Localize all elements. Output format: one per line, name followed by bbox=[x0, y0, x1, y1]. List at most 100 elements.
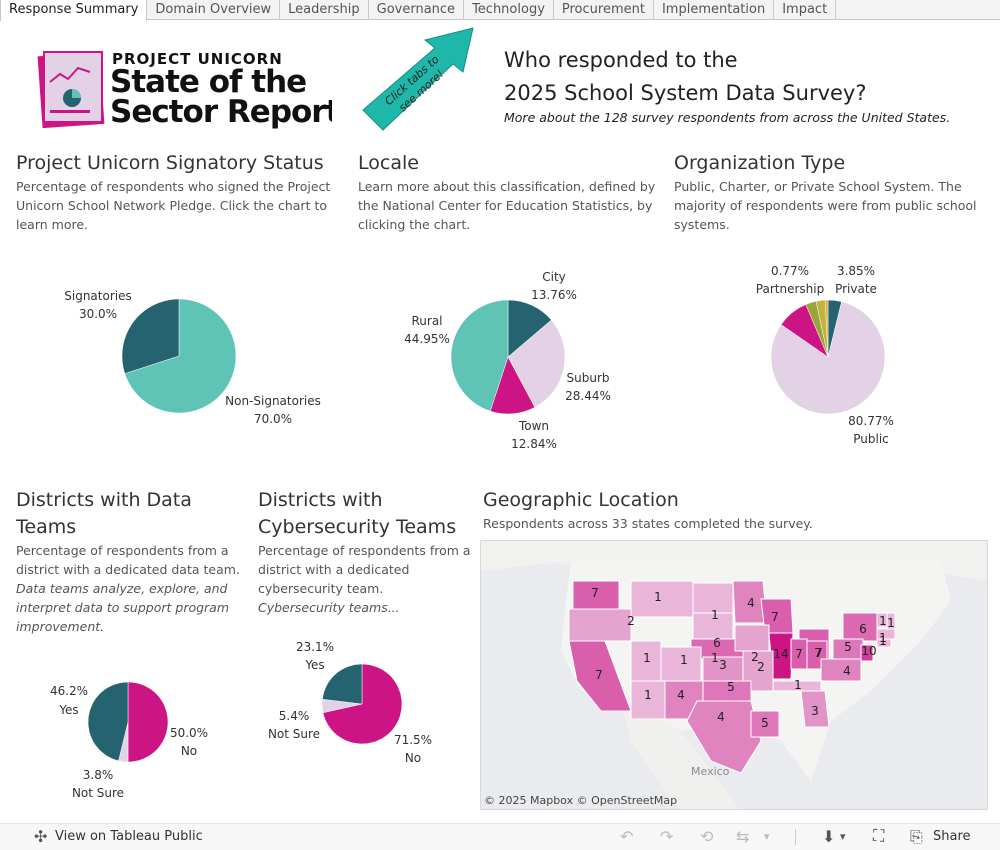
state-count-la: 5 bbox=[761, 716, 769, 730]
fullscreen-icon[interactable]: ⛶ bbox=[873, 826, 885, 845]
cyber-pie-label: Not Sure bbox=[268, 727, 320, 741]
datateams-desc-italic-1: Data teams analyze, explore, and bbox=[16, 581, 228, 596]
revert-icon[interactable]: ⟲ bbox=[700, 827, 714, 846]
pie-slice-non-signatories[interactable] bbox=[124, 298, 237, 414]
locale-desc-3: clicking the chart. bbox=[358, 217, 471, 232]
tab-technology[interactable]: Technology bbox=[464, 0, 554, 20]
signatory-title: Project Unicorn Signatory Status bbox=[16, 152, 324, 174]
state-tx[interactable] bbox=[686, 700, 762, 774]
tab-response-summary[interactable]: Response Summary bbox=[0, 0, 148, 21]
state-count-ct: 1 bbox=[879, 631, 887, 645]
state-va[interactable] bbox=[820, 658, 862, 682]
state-count-nd: 1 bbox=[711, 608, 719, 622]
download-icon[interactable]: ⬇ bbox=[822, 827, 836, 846]
locale-pie-chart[interactable]: City 13.76% Suburb 28.44% Town 12.84% Rural 44.… bbox=[390, 262, 630, 462]
state-count-co: 1 bbox=[680, 653, 688, 667]
view-on-tableau-link[interactable]: View on Tableau Public bbox=[55, 829, 203, 844]
state-ia[interactable] bbox=[734, 624, 770, 652]
tab-bar: Response Summary Domain Overview Leadershi… bbox=[0, 0, 1000, 21]
redo-icon[interactable]: ↷ bbox=[660, 827, 674, 846]
pie-label-name: Partnership bbox=[756, 282, 824, 296]
state-in[interactable] bbox=[790, 638, 808, 670]
tab-domain-overview[interactable]: Domain Overview bbox=[147, 0, 281, 20]
state-or[interactable] bbox=[568, 608, 632, 642]
pie-slice-public[interactable] bbox=[770, 301, 886, 415]
orgtype-title: Organization Type bbox=[674, 152, 846, 174]
state-count-ca: 7 bbox=[595, 668, 603, 682]
datateams-title-1: Districts with Data bbox=[16, 489, 192, 511]
state-count-nm: 4 bbox=[677, 688, 685, 702]
pie-label-value: 28.44% bbox=[565, 389, 611, 403]
cyber-pie-label: 71.5% bbox=[394, 733, 432, 747]
geo-map[interactable]: Mexico 7 2 1 1 1 4 7 7 6 1 1 1 1 5 10 7 14 7 6 2 3 2 1 1 7 1 4 5 4 5 1… bbox=[480, 540, 988, 810]
state-count-oh: 7 bbox=[814, 646, 822, 660]
state-ga[interactable] bbox=[800, 690, 830, 728]
state-ct[interactable] bbox=[876, 638, 892, 648]
download-dropdown-icon[interactable]: ▾ bbox=[840, 830, 846, 843]
orgtype-pie-chart[interactable]: 3.85% 0.77% 80.77% Private Partnership Public bbox=[740, 258, 940, 458]
state-count-ok: 5 bbox=[727, 680, 735, 694]
refresh-dropdown-icon[interactable]: ▾ bbox=[764, 830, 770, 843]
canada-land bbox=[481, 541, 987, 581]
datateams-pie-label: No bbox=[181, 744, 197, 758]
headline-subline: More about the 128 survey respondents fr… bbox=[504, 110, 951, 125]
datateams-desc-2: district with a dedicated data team. bbox=[16, 562, 240, 577]
state-count-ny: 6 bbox=[859, 622, 867, 636]
state-count-tn: 1 bbox=[794, 678, 802, 692]
cyber-section: Districts with Cybersecurity Teams Perce… bbox=[258, 487, 473, 617]
state-count-ga: 3 bbox=[811, 704, 819, 718]
share-icon[interactable]: ⎘ bbox=[910, 827, 923, 846]
cyber-desc-2: district with a dedicated bbox=[258, 562, 410, 577]
signatory-pie-chart[interactable]: Signatories 30.0% Non-Signatories 70.0% bbox=[40, 262, 340, 442]
pie-slice-no[interactable] bbox=[127, 681, 169, 763]
pie-label-name: Signatories bbox=[64, 289, 131, 303]
datateams-section: Districts with Data Teams Percentage of … bbox=[16, 487, 246, 636]
state-count-mt: 1 bbox=[654, 590, 662, 604]
state-la[interactable] bbox=[750, 710, 780, 738]
pie-label-name: Non-Signatories bbox=[225, 394, 321, 408]
share-button[interactable]: Share bbox=[933, 829, 971, 844]
pie-label-name: Private bbox=[835, 282, 877, 296]
pie-slice-no[interactable] bbox=[322, 663, 403, 745]
datateams-desc-1: Percentage of respondents from a bbox=[16, 543, 229, 558]
orgtype-desc-3: systems. bbox=[674, 217, 730, 232]
locale-desc-2: the National Center for Education Statis… bbox=[358, 198, 653, 213]
state-count-vt: 1 bbox=[879, 614, 887, 628]
pie-slice-suburb[interactable] bbox=[507, 319, 566, 408]
undo-icon[interactable]: ↶ bbox=[620, 827, 634, 846]
pie-slice-signatories[interactable] bbox=[121, 298, 180, 374]
refresh-icon[interactable]: ⇆ bbox=[736, 827, 750, 846]
tab-implementation[interactable]: Implementation bbox=[654, 0, 775, 20]
geo-desc: Respondents across 33 states completed t… bbox=[483, 516, 813, 531]
pie-slice-rural[interactable] bbox=[450, 299, 509, 412]
pie-slice-partnership[interactable] bbox=[824, 299, 829, 358]
state-count-ia: 2 bbox=[751, 650, 759, 664]
tab-impact[interactable]: Impact bbox=[774, 0, 837, 20]
state-ca[interactable] bbox=[568, 640, 632, 712]
pie-slice-yes[interactable] bbox=[87, 681, 129, 762]
state-count-pa: 5 bbox=[844, 640, 852, 654]
pie-slice-yes[interactable] bbox=[322, 663, 363, 705]
cyber-title-2: Cybersecurity Teams bbox=[258, 516, 457, 538]
datateams-pie-label: 46.2% bbox=[50, 684, 88, 698]
state-nj[interactable] bbox=[860, 644, 874, 662]
tab-governance[interactable]: Governance bbox=[369, 0, 465, 20]
state-ma[interactable] bbox=[876, 628, 896, 640]
state-count-or: 2 bbox=[627, 614, 635, 628]
tab-procurement[interactable]: Procurement bbox=[554, 0, 654, 20]
state-count-mo: 2 bbox=[757, 660, 765, 674]
gulf bbox=[771, 741, 821, 809]
pie-label-name: Town bbox=[518, 419, 549, 433]
pie-label-name: 3.85% bbox=[837, 264, 875, 278]
tab-leadership[interactable]: Leadership bbox=[280, 0, 369, 20]
cyber-title-1: Districts with bbox=[258, 489, 383, 511]
cyber-pie-chart[interactable]: 23.1% Yes 71.5% No 5.4% Not Sure bbox=[262, 636, 442, 776]
state-count-ne: 6 bbox=[713, 636, 721, 650]
pie-label-name: 0.77% bbox=[771, 264, 809, 278]
cyber-desc-italic-1: Cybersecurity teams... bbox=[258, 600, 400, 615]
datateams-title-2: Teams bbox=[16, 516, 77, 538]
state-mt[interactable] bbox=[630, 580, 694, 618]
datateams-pie-chart[interactable]: 46.2% Yes 50.0% No 3.8% Not Sure bbox=[40, 676, 220, 806]
datateams-pie-label: Yes bbox=[58, 703, 78, 717]
